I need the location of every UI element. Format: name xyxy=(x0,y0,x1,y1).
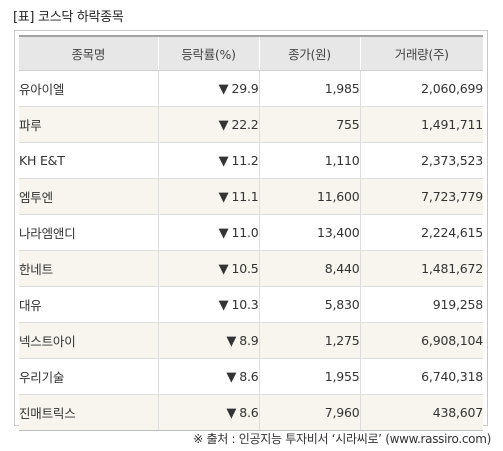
close-price: 1,985 xyxy=(258,70,360,107)
change-rate: ▼ 10.5 xyxy=(157,250,259,287)
stock-name: 대유 xyxy=(19,286,158,323)
down-arrow-icon: ▼ xyxy=(218,189,229,205)
table-row: 진매트릭스 ▼ 8.6 7,960 438,607 xyxy=(19,394,483,431)
stock-name: KH E&T xyxy=(19,142,158,179)
down-arrow-icon: ▼ xyxy=(226,333,237,349)
change-value: 11.1 xyxy=(231,188,259,204)
down-arrow-icon: ▼ xyxy=(218,81,229,97)
volume: 6,908,104 xyxy=(359,322,483,359)
change-rate: ▼ 11.0 xyxy=(157,214,259,251)
volume: 2,373,523 xyxy=(359,142,483,179)
table-row: 유아이엘 ▼ 29.9 1,985 2,060,699 xyxy=(19,70,483,107)
table-row: 한네트 ▼ 10.5 8,440 1,481,672 xyxy=(19,250,483,287)
stock-name: 진매트릭스 xyxy=(19,394,158,431)
down-arrow-icon: ▼ xyxy=(218,225,229,241)
table-row: KH E&T ▼ 11.2 1,110 2,373,523 xyxy=(19,142,483,179)
table-row: 대유 ▼ 10.3 5,830 919,258 xyxy=(19,286,483,323)
change-value: 8.6 xyxy=(239,404,259,420)
header-name: 종목명 xyxy=(19,35,158,71)
down-arrow-icon: ▼ xyxy=(226,405,237,421)
table-row: 넥스트아이 ▼ 8.9 1,275 6,908,104 xyxy=(19,322,483,359)
stock-name: 엠투엔 xyxy=(19,178,158,215)
change-rate: ▼ 8.6 xyxy=(157,358,259,395)
volume: 2,060,699 xyxy=(359,70,483,107)
table-title: [표] 코스닥 하락종목 xyxy=(13,10,124,25)
change-rate: ▼ 22.2 xyxy=(157,106,259,143)
header-volume: 거래량(주) xyxy=(359,35,483,71)
close-price: 1,110 xyxy=(258,142,360,179)
stock-name: 파루 xyxy=(19,106,158,143)
down-arrow-icon: ▼ xyxy=(226,369,237,385)
change-rate: ▼ 11.1 xyxy=(157,178,259,215)
table-row: 우리기술 ▼ 8.6 1,955 6,740,318 xyxy=(19,358,483,395)
stock-name: 유아이엘 xyxy=(19,70,158,107)
volume: 6,740,318 xyxy=(359,358,483,395)
change-value: 22.2 xyxy=(231,116,259,132)
down-arrow-icon: ▼ xyxy=(218,261,229,277)
close-price: 5,830 xyxy=(258,286,360,323)
table-row: 엠투엔 ▼ 11.1 11,600 7,723,779 xyxy=(19,178,483,215)
change-rate: ▼ 10.3 xyxy=(157,286,259,323)
close-price: 1,955 xyxy=(258,358,360,395)
close-price: 1,275 xyxy=(258,322,360,359)
volume: 919,258 xyxy=(359,286,483,323)
volume: 1,481,672 xyxy=(359,250,483,287)
change-value: 10.5 xyxy=(231,260,259,276)
volume: 438,607 xyxy=(359,394,483,431)
down-arrow-icon: ▼ xyxy=(218,153,229,169)
close-price: 755 xyxy=(258,106,360,143)
change-value: 8.6 xyxy=(239,368,259,384)
change-rate: ▼ 11.2 xyxy=(157,142,259,179)
stock-table: 종목명 등락률(%) 종가(원) 거래량(주) 유아이엘 ▼ 29.9 1,985 2,… xyxy=(19,35,483,431)
header-change: 등락률(%) xyxy=(157,35,259,71)
change-value: 29.9 xyxy=(231,80,259,96)
change-value: 11.2 xyxy=(231,152,259,168)
down-arrow-icon: ▼ xyxy=(218,117,229,133)
source-note: ※ 출처 : 인공지능 투자비서 ‘시라씨로’ (www.rassiro.com… xyxy=(193,432,491,446)
close-price: 7,960 xyxy=(258,394,360,431)
stock-name: 한네트 xyxy=(19,250,158,287)
volume: 1,491,711 xyxy=(359,106,483,143)
change-value: 10.3 xyxy=(231,296,259,312)
change-rate: ▼ 29.9 xyxy=(157,70,259,107)
stock-name: 넥스트아이 xyxy=(19,322,158,359)
close-price: 11,600 xyxy=(258,178,360,215)
change-value: 8.9 xyxy=(239,332,259,348)
change-value: 11.0 xyxy=(231,224,259,240)
header-close: 종가(원) xyxy=(258,35,360,71)
down-arrow-icon: ▼ xyxy=(218,297,229,313)
close-price: 13,400 xyxy=(258,214,360,251)
change-rate: ▼ 8.9 xyxy=(157,322,259,359)
table-row: 나라엠앤디 ▼ 11.0 13,400 2,224,615 xyxy=(19,214,483,251)
table-header-row: 종목명 등락률(%) 종가(원) 거래량(주) xyxy=(19,35,483,71)
close-price: 8,440 xyxy=(258,250,360,287)
stock-name: 나라엠앤디 xyxy=(19,214,158,251)
volume: 7,723,779 xyxy=(359,178,483,215)
change-rate: ▼ 8.6 xyxy=(157,394,259,431)
table-row: 파루 ▼ 22.2 755 1,491,711 xyxy=(19,106,483,143)
stock-name: 우리기술 xyxy=(19,358,158,395)
volume: 2,224,615 xyxy=(359,214,483,251)
